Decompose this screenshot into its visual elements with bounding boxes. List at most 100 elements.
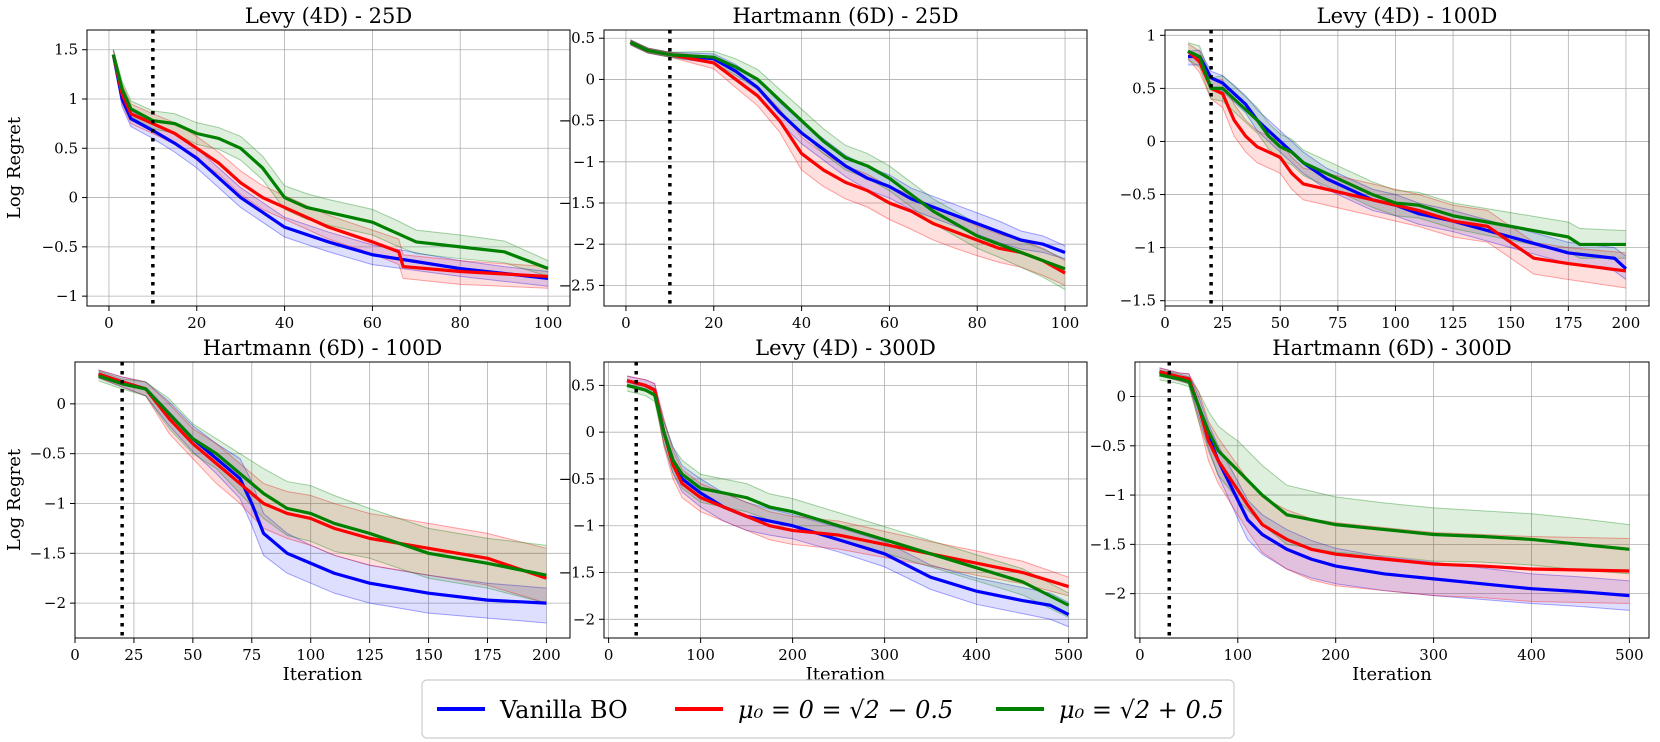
y-tick-label: 0.5: [1132, 79, 1156, 97]
y-tick-label: 0.5: [54, 139, 78, 157]
band-lower-series-2: [112, 59, 549, 289]
y-tick-label: −2: [44, 594, 66, 612]
y-tick-label: −1.5: [559, 194, 595, 212]
band-series-1: [1188, 50, 1626, 280]
y-tick-label: −1.5: [30, 544, 66, 562]
axes-frame: [603, 29, 1088, 307]
x-tick-label: 125: [1439, 314, 1468, 332]
x-tick-label: 80: [968, 314, 987, 332]
x-tick-label: 100: [1223, 646, 1252, 664]
y-tick-label: −0.5: [559, 112, 595, 130]
band-upper-series-2: [112, 49, 549, 268]
y-tick-label: −1: [1104, 486, 1126, 504]
plot-area: [1186, 30, 1628, 306]
y-tick-label: −0.5: [1120, 186, 1156, 204]
band-lower-series-1: [626, 384, 1069, 628]
panel-title: Levy (4D) - 25D: [245, 4, 412, 28]
x-tick-label: 200: [1612, 314, 1641, 332]
x-tick-label: 175: [473, 646, 502, 664]
y-tick-label: −1.5: [559, 564, 595, 582]
axes-frame: [603, 361, 1088, 639]
band-series-1: [1159, 367, 1630, 611]
panel-title: Hartmann (6D) - 25D: [732, 4, 958, 28]
x-tick-label: 0: [1135, 646, 1145, 664]
y-tick-label: −1.5: [1090, 535, 1126, 553]
legend-frame: [421, 679, 1235, 739]
axes-frame: [1134, 361, 1650, 639]
y-tick-label: 0.5: [571, 376, 595, 394]
x-tick-label: 50: [183, 646, 202, 664]
band-lower-series-1: [112, 59, 549, 287]
x-tick-label: 200: [778, 646, 807, 664]
panel-1: 0 20 40 60 80 100 −1 −0.5 0 0.5 1 1.5 Levy (4D) - 25…: [4, 4, 571, 332]
band-lower-series-1: [98, 377, 547, 624]
ticks: 0 20 40 60 80 100 −2.5 −2 −1.5 −1 −0.5 0 0.5: [559, 29, 1080, 332]
band-series-3: [1159, 369, 1630, 574]
line-series-1: [111, 54, 549, 280]
x-tick-label: 100: [1051, 314, 1080, 332]
band-upper-series-2: [98, 369, 547, 549]
y-tick-label: −1: [56, 287, 78, 305]
band-upper-series-3: [1159, 369, 1630, 526]
axes-frame: [1164, 29, 1650, 307]
x-tick-label: 80: [451, 314, 470, 332]
ticks: 0 25 50 75 100 125 150 175 200 −1.5 −1 −0.5 0 0.5 1: [1120, 26, 1641, 332]
grid: [87, 30, 570, 306]
y-axis-label: Log Regret: [4, 116, 25, 219]
band-series-3: [113, 49, 549, 277]
y-tick-label: −0.5: [559, 470, 595, 488]
plot-area: [98, 362, 547, 638]
grid: [604, 30, 1087, 306]
band-series-2: [98, 369, 547, 604]
y-tick-label: −1: [573, 517, 595, 535]
ticks: 0 25 50 75 100 125 150 175 200 −2 −1.5 −1 −0.5 0: [30, 395, 561, 664]
y-tick-label: 1: [1146, 26, 1156, 44]
x-tick-label: 200: [532, 646, 561, 664]
x-tick-label: 0: [604, 646, 614, 664]
band-lower-series-2: [626, 384, 1069, 597]
band-series-3: [1188, 42, 1626, 259]
band-upper-series-2: [626, 375, 1069, 578]
x-tick-label: 200: [1321, 646, 1350, 664]
band-upper-series-3: [98, 370, 547, 546]
x-tick-label: 60: [363, 314, 382, 332]
line-series-3: [1159, 373, 1630, 551]
band-upper-series-1: [1159, 367, 1630, 582]
x-tick-label: 60: [880, 314, 899, 332]
x-tick-label: 25: [124, 646, 143, 664]
y-tick-label: −1: [1134, 239, 1156, 257]
x-tick-label: 100: [534, 314, 563, 332]
y-tick-label: 0.5: [571, 29, 595, 47]
axes-frame: [74, 361, 571, 639]
band-lower-series-3: [626, 390, 1069, 618]
panel-2: 0 20 40 60 80 100 −2.5 −2 −1.5 −1 −0.5 0 0.5 Hartmann…: [559, 4, 1088, 332]
line-series-3: [111, 54, 549, 271]
line-series-3: [629, 40, 1066, 271]
x-tick-label: 0: [621, 314, 631, 332]
x-tick-label: 150: [414, 646, 443, 664]
y-tick-label: −1: [573, 153, 595, 171]
band-lower-series-3: [112, 59, 549, 277]
line-series-2: [1186, 50, 1627, 273]
plot-area: [626, 362, 1070, 638]
band-lower-series-3: [98, 380, 547, 604]
x-tick-label: 400: [962, 646, 991, 664]
band-lower-series-2: [1159, 375, 1630, 604]
y-tick-label: 0: [1146, 132, 1156, 150]
line-series-1: [629, 40, 1066, 254]
band-upper-series-1: [112, 49, 549, 272]
panel-3: 0 25 50 75 100 125 150 175 200 −1.5 −1 −0.5 0 0.5 1 Lev…: [1120, 4, 1650, 332]
y-tick-label: 0: [585, 423, 595, 441]
plot-area: [111, 30, 549, 306]
x-axis-label: Iteration: [283, 664, 363, 685]
x-tick-label: 75: [242, 646, 261, 664]
x-tick-label: 150: [1496, 314, 1525, 332]
panel-5: 0 100 200 300 400 500 −2 −1.5 −1 −0.5 0 0.5 Levy (4D…: [559, 336, 1088, 685]
y-tick-label: −0.5: [30, 445, 66, 463]
band-series-3: [630, 39, 1066, 290]
y-tick-label: −2: [1104, 585, 1126, 603]
panel-4: 0 25 50 75 100 125 150 175 200 −2 −1.5 −1 −0.5 0 Hartm…: [4, 336, 571, 685]
x-tick-label: 20: [187, 314, 206, 332]
y-tick-label: −0.5: [1090, 437, 1126, 455]
